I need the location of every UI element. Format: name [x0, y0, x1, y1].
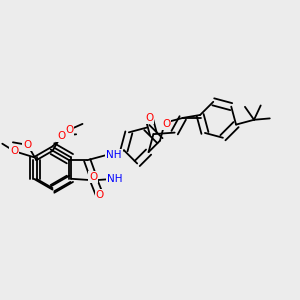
- Text: O: O: [57, 130, 65, 141]
- Text: O: O: [96, 190, 104, 200]
- Text: O: O: [145, 113, 153, 123]
- Text: O: O: [89, 172, 98, 182]
- Text: O: O: [23, 140, 32, 150]
- Text: O: O: [10, 146, 18, 156]
- Text: O: O: [162, 118, 170, 129]
- Text: NH: NH: [107, 174, 122, 184]
- Text: NH: NH: [106, 150, 122, 160]
- Text: O: O: [65, 125, 73, 135]
